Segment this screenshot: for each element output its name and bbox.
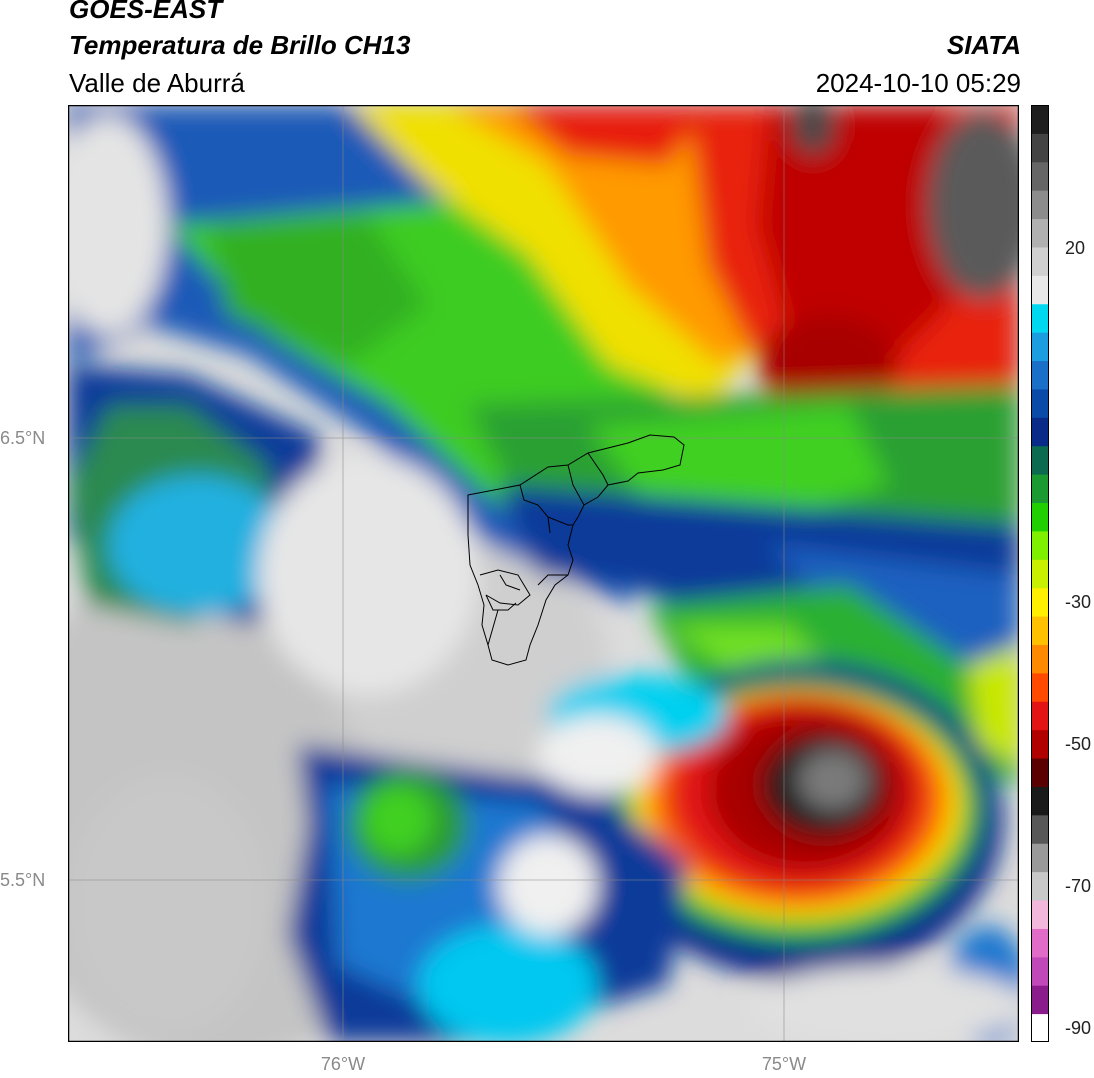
colorbar-segment — [1031, 332, 1049, 362]
colorbar-segment — [1031, 985, 1049, 1015]
colorbar-tick: -50 — [1065, 734, 1092, 754]
cloud-field — [68, 105, 1019, 1042]
colorbar-segment — [1031, 161, 1049, 191]
colorbar-segment — [1031, 474, 1049, 504]
colorbar-segment — [1031, 190, 1049, 220]
colorbar-segment — [1031, 218, 1049, 248]
product-title: Temperatura de Brillo CH13 — [69, 30, 411, 60]
satellite-title: GOES-EAST — [69, 0, 223, 24]
valle-de-aburra-boundaries — [467, 434, 685, 666]
longitude-label: 75°W — [761, 1054, 807, 1074]
colorbar-tick: -90 — [1065, 1018, 1092, 1038]
colorbar-segment — [1031, 758, 1049, 787]
colorbar-segment — [1031, 133, 1049, 163]
colorbar-segment — [1031, 729, 1049, 759]
colorbar-segment — [1031, 644, 1049, 674]
colorbar-segment — [1031, 445, 1049, 475]
colorbar-segment — [1031, 360, 1049, 390]
colorbar-segment — [1031, 303, 1049, 333]
colorbar-segment — [1031, 105, 1049, 134]
colorbar-segment — [1031, 616, 1049, 645]
colorbar-segment — [1031, 275, 1049, 305]
colorbar-segment — [1031, 246, 1049, 276]
colorbar-segment — [1031, 417, 1049, 447]
colorbar-segment — [1031, 388, 1049, 418]
region-label: Valle de Aburrá — [69, 68, 245, 98]
latitude-label: 6.5°N — [0, 428, 46, 448]
colorbar — [1031, 105, 1049, 1042]
colorbar-segment — [1031, 871, 1049, 901]
colorbar-segment — [1031, 928, 1049, 958]
colorbar-segment — [1031, 786, 1049, 816]
colorbar-tick: -30 — [1065, 592, 1092, 612]
colorbar-tick: -70 — [1065, 876, 1092, 896]
colorbar-segment — [1031, 701, 1049, 731]
colorbar-segment — [1031, 530, 1049, 560]
colorbar-segment — [1031, 814, 1049, 844]
colorbar-segment — [1031, 900, 1049, 929]
colorbar-segment — [1031, 956, 1049, 986]
latitude-label: 5.5°N — [0, 870, 46, 890]
colorbar-segment — [1031, 672, 1049, 702]
colorbar-segment — [1031, 502, 1049, 532]
brand-label: SIATA — [946, 30, 1021, 60]
graticule — [68, 105, 1019, 1042]
colorbar-tick: 20 — [1065, 238, 1086, 258]
longitude-label: 76°W — [320, 1054, 366, 1074]
brightness-temperature-map — [68, 105, 1019, 1042]
colorbar-segment — [1031, 1013, 1049, 1042]
datetime-label: 2024-10-10 05:29 — [815, 68, 1021, 98]
colorbar-segment — [1031, 843, 1049, 873]
colorbar-segment — [1031, 559, 1049, 589]
colorbar-segment — [1031, 587, 1049, 617]
